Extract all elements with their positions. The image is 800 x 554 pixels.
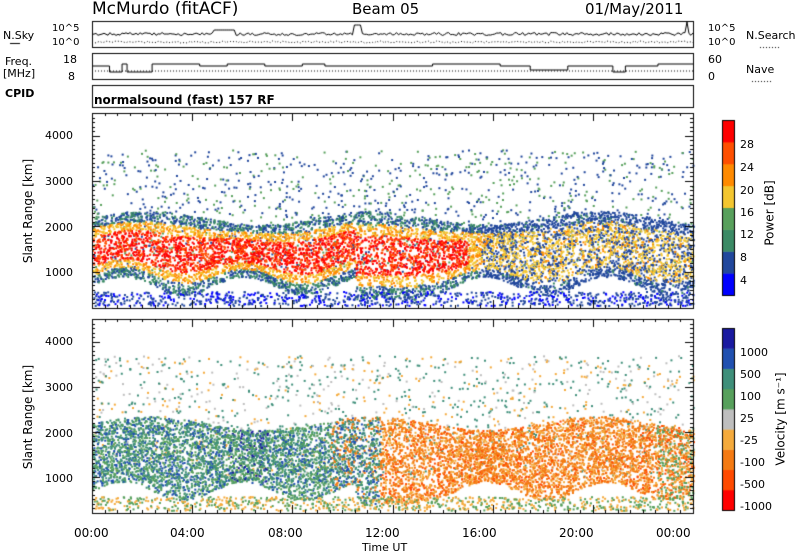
noise-sky-label: N.Sky bbox=[3, 29, 35, 42]
freq-label: Freq. bbox=[5, 55, 33, 68]
date-title: 01/May/2011 bbox=[585, 0, 684, 18]
power-ytick-2000: 2000 bbox=[45, 221, 73, 234]
power-cbar-tick-8: 8 bbox=[740, 251, 747, 264]
xtick-2400: 00:00 bbox=[656, 526, 691, 540]
nave-label: Nave bbox=[746, 63, 775, 76]
power-cbar-tick-16: 16 bbox=[740, 206, 754, 219]
xtick-0400: 04:00 bbox=[170, 526, 205, 540]
noise-sky-tick-low: 10^0 bbox=[52, 37, 80, 48]
freq-tick-high: 18 bbox=[63, 53, 77, 66]
velocity-cbar-tick-25: 25 bbox=[740, 412, 754, 425]
velocity-cbar-tick-1000: 1000 bbox=[740, 346, 768, 359]
power-cbar-tick-24: 24 bbox=[740, 161, 754, 174]
power-ytick-1000: 1000 bbox=[45, 266, 73, 279]
nave-tick-high: 60 bbox=[708, 53, 722, 66]
power-ytick-4000: 4000 bbox=[45, 129, 73, 142]
velocity-cbar-tick-m100: -100 bbox=[740, 456, 765, 469]
beam-title: Beam 05 bbox=[352, 0, 420, 18]
noise-search-tick-high: 10^5 bbox=[708, 23, 736, 34]
velocity-cbar-tick-100: 100 bbox=[740, 390, 761, 403]
power-ylabel: Slant Range [km] bbox=[21, 158, 36, 264]
xaxis-label: Time UT bbox=[362, 541, 408, 554]
velocity-ytick-3000: 3000 bbox=[45, 381, 73, 394]
freq-tick-low: 8 bbox=[68, 70, 75, 83]
power-cbar-label: Power [dB] bbox=[762, 180, 777, 246]
velocity-ytick-2000: 2000 bbox=[45, 427, 73, 440]
cpid-label: CPID bbox=[5, 87, 35, 100]
velocity-cbar-tick-m1000: -1000 bbox=[740, 500, 772, 513]
power-cbar-tick-20: 20 bbox=[740, 184, 754, 197]
power-ytick-3000: 3000 bbox=[45, 175, 73, 188]
velocity-ytick-4000: 4000 bbox=[45, 335, 73, 348]
xtick-1200: 12:00 bbox=[365, 526, 400, 540]
power-cbar-tick-28: 28 bbox=[740, 138, 754, 151]
freq-unit-label: [MHz] bbox=[3, 67, 36, 80]
cpid-value: normalsound (fast) 157 RF bbox=[94, 93, 275, 107]
noise-sky-tick-high: 10^5 bbox=[52, 23, 80, 34]
xtick-1600: 16:00 bbox=[462, 526, 497, 540]
xtick-0000: 00:00 bbox=[74, 526, 109, 540]
velocity-cbar-tick-m25: -25 bbox=[740, 434, 758, 447]
xtick-0800: 08:00 bbox=[268, 526, 303, 540]
noise-search-label: N.Search bbox=[746, 29, 796, 42]
power-cbar-tick-12: 12 bbox=[740, 228, 754, 241]
velocity-cbar-tick-500: 500 bbox=[740, 368, 761, 381]
velocity-cbar-tick-m500: -500 bbox=[740, 478, 765, 491]
velocity-cbar-label: Velocity [m s⁻¹] bbox=[773, 372, 788, 466]
station-title: McMurdo (fitACF) bbox=[92, 0, 239, 19]
nave-tick-low: 0 bbox=[708, 70, 715, 83]
velocity-ytick-1000: 1000 bbox=[45, 472, 73, 485]
power-cbar-tick-4: 4 bbox=[740, 274, 747, 287]
velocity-ylabel: Slant Range [km] bbox=[21, 364, 36, 470]
noise-search-tick-low: 10^0 bbox=[708, 37, 736, 48]
xtick-2000: 20:00 bbox=[559, 526, 594, 540]
